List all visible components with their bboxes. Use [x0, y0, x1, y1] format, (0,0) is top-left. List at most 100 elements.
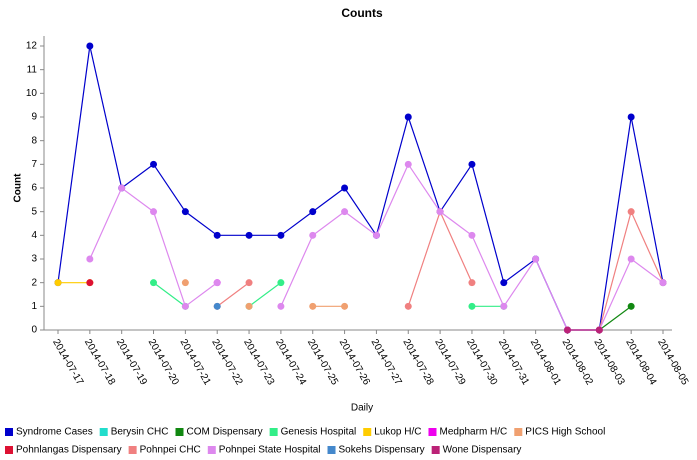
x-tick-label: 2014-08-03	[591, 337, 626, 387]
data-point	[563, 326, 571, 334]
legend-label: Medpharm H/C	[439, 427, 507, 438]
x-tick-label: 2014-07-20	[146, 337, 181, 387]
data-point	[86, 42, 94, 50]
legend-label: Lukop H/C	[374, 427, 421, 438]
legend-label: Syndrome Cases	[16, 427, 93, 438]
data-point	[118, 184, 126, 192]
data-point	[404, 160, 412, 168]
y-tick-label: 5	[31, 206, 37, 217]
data-point	[86, 255, 94, 263]
y-tick-label: 10	[26, 88, 38, 99]
data-point	[500, 302, 508, 310]
legend-label: Wone Dispensary	[443, 445, 522, 456]
y-tick-label: 4	[31, 230, 37, 241]
series-line	[598, 305, 632, 331]
data-point	[659, 279, 667, 287]
x-axis-label: Daily	[351, 403, 373, 414]
y-tick-label: 2	[31, 277, 37, 288]
y-axis-label: Count	[13, 173, 24, 203]
legend-swatch	[175, 428, 184, 436]
x-tick-label: 2014-07-27	[369, 337, 404, 387]
series-line	[153, 282, 504, 307]
x-tick-label: 2014-07-21	[177, 337, 212, 387]
legend-label: PICS High School	[525, 427, 605, 438]
data-point	[150, 160, 158, 168]
x-tick-label: 2014-07-24	[273, 337, 308, 387]
data-point	[150, 208, 158, 216]
x-tick-label: 2014-07-17	[50, 337, 85, 387]
x-tick-label: 2014-07-28	[400, 337, 435, 387]
y-tick-label: 7	[31, 159, 37, 170]
data-point	[627, 302, 635, 310]
x-tick-label: 2014-07-31	[496, 337, 531, 387]
legend-label: Pohnlangas Dispensary	[16, 445, 122, 456]
x-tick-label: 2014-07-30	[464, 337, 499, 387]
series-line	[216, 209, 664, 331]
data-point	[468, 160, 476, 168]
legend-swatch	[327, 446, 336, 454]
y-tick-label: 0	[31, 325, 37, 336]
data-point	[245, 279, 253, 287]
legend-label: Pohnpei State Hospital	[219, 445, 321, 456]
series-line	[57, 45, 664, 331]
legend-swatch	[428, 428, 437, 436]
legend-label: Pohnpei CHC	[140, 445, 201, 456]
data-point	[436, 208, 444, 216]
x-tick-label: 2014-07-26	[337, 337, 372, 387]
x-tick-label: 2014-07-25	[305, 337, 340, 387]
legend-label: Sokehs Dispensary	[339, 445, 425, 456]
data-point	[309, 231, 317, 239]
data-point	[86, 279, 94, 287]
x-tick-label: 2014-07-19	[114, 337, 149, 387]
legend-swatch	[363, 428, 372, 436]
x-tick-label: 2014-08-04	[623, 337, 658, 387]
x-tick-label: 2014-07-29	[432, 337, 467, 387]
data-point	[245, 231, 253, 239]
y-tick-label: 11	[27, 64, 38, 75]
chart-title: Counts	[341, 6, 383, 20]
data-point	[213, 231, 221, 239]
data-point	[595, 326, 603, 334]
data-point	[181, 208, 189, 216]
y-tick-label: 8	[31, 135, 37, 146]
x-tick-label: 2014-08-05	[655, 337, 690, 387]
y-tick-label: 12	[26, 41, 38, 52]
x-tick-label: 2014-07-18	[82, 337, 117, 387]
data-point	[532, 255, 540, 263]
data-point	[341, 184, 349, 192]
data-point	[277, 279, 285, 287]
legend-swatch	[207, 446, 216, 454]
data-point	[213, 302, 221, 310]
data-point	[309, 208, 317, 216]
data-point	[341, 302, 349, 310]
data-point	[54, 279, 62, 287]
legend-label: Genesis Hospital	[281, 427, 357, 438]
data-point	[341, 208, 349, 216]
legend-label: Berysin CHC	[111, 427, 169, 438]
legend-swatch	[431, 446, 440, 454]
x-tick-label: 2014-08-01	[528, 337, 563, 387]
legend-swatch	[514, 428, 523, 436]
legend-label: COM Dispensary	[187, 427, 263, 438]
y-tick-label: 9	[31, 112, 37, 123]
data-point	[404, 302, 412, 310]
data-point	[404, 113, 412, 121]
data-point	[372, 231, 380, 239]
y-tick-label: 1	[31, 301, 37, 312]
data-point	[181, 279, 189, 287]
data-point	[277, 302, 285, 310]
data-point	[468, 279, 476, 287]
data-point	[468, 302, 476, 310]
series-line	[89, 163, 664, 331]
y-tick-label: 3	[31, 254, 37, 265]
data-point	[627, 113, 635, 121]
legend-swatch	[269, 428, 278, 436]
legend-swatch	[128, 446, 137, 454]
x-tick-label: 2014-07-22	[209, 337, 244, 387]
y-tick-label: 6	[31, 183, 37, 194]
data-point	[468, 231, 476, 239]
data-point	[277, 231, 285, 239]
legend-swatch	[99, 428, 108, 436]
data-point	[213, 279, 221, 287]
